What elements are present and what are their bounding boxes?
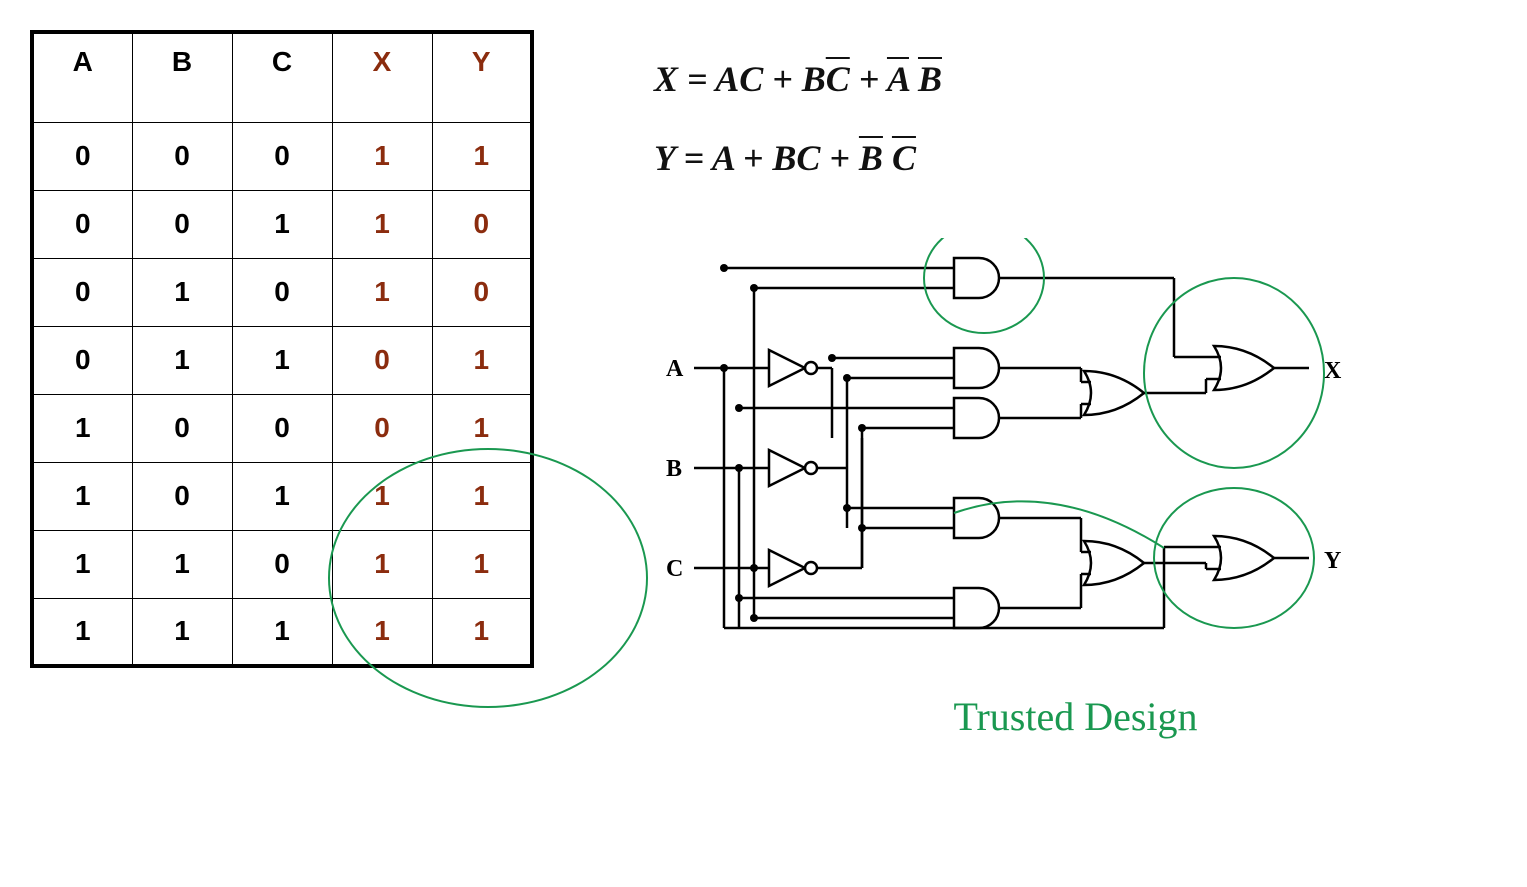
table-cell: 1 <box>332 462 432 530</box>
table-row: 10001 <box>32 394 532 462</box>
table-cell: 1 <box>432 530 532 598</box>
table-cell: 1 <box>132 326 232 394</box>
table-cell: 0 <box>232 258 332 326</box>
col-A: A <box>32 32 132 122</box>
table-cell: 1 <box>332 258 432 326</box>
table-row: 00011 <box>32 122 532 190</box>
table-cell: 1 <box>232 462 332 530</box>
table-cell: 0 <box>132 462 232 530</box>
table-cell: 1 <box>432 598 532 666</box>
circuit-svg: A B C X Y <box>654 238 1354 658</box>
table-cell: 0 <box>132 190 232 258</box>
table-cell: 0 <box>132 394 232 462</box>
svg-text:A: A <box>666 356 684 382</box>
table-cell: 0 <box>232 394 332 462</box>
table-cell: 1 <box>32 394 132 462</box>
table-row: 01101 <box>32 326 532 394</box>
table-cell: 0 <box>32 258 132 326</box>
col-Y: Y <box>432 32 532 122</box>
right-panel: X = AC + BC + A B Y = A + BC + B C A B C X Y… <box>654 30 1497 740</box>
circuit-diagram: A B C X Y <box>654 238 1497 663</box>
table-cell: 1 <box>232 598 332 666</box>
truth-table: A B C X Y 000110011001010011011000110111… <box>30 30 534 668</box>
table-cell: 0 <box>232 530 332 598</box>
table-cell: 1 <box>32 462 132 530</box>
table-cell: 0 <box>32 326 132 394</box>
equations: X = AC + BC + A B Y = A + BC + B C <box>654 40 1497 198</box>
table-cell: 1 <box>432 394 532 462</box>
table-cell: 1 <box>232 326 332 394</box>
table-cell: 1 <box>332 122 432 190</box>
col-B: B <box>132 32 232 122</box>
table-cell: 1 <box>332 530 432 598</box>
table-cell: 0 <box>332 394 432 462</box>
table-cell: 1 <box>432 326 532 394</box>
table-row: 10111 <box>32 462 532 530</box>
table-cell: 0 <box>32 122 132 190</box>
equation-x: X = AC + BC + A B <box>654 40 1497 119</box>
table-cell: 1 <box>132 598 232 666</box>
col-C: C <box>232 32 332 122</box>
svg-text:X: X <box>1324 358 1342 384</box>
table-cell: 0 <box>432 190 532 258</box>
table-cell: 0 <box>132 122 232 190</box>
table-cell: 1 <box>32 598 132 666</box>
equation-y: Y = A + BC + B C <box>654 119 1497 198</box>
table-cell: 1 <box>32 530 132 598</box>
table-cell: 1 <box>432 462 532 530</box>
truth-table-region: A B C X Y 000110011001010011011000110111… <box>30 30 534 740</box>
caption: Trusted Design <box>654 693 1497 740</box>
svg-text:Y: Y <box>1324 548 1341 574</box>
table-cell: 0 <box>432 258 532 326</box>
table-cell: 0 <box>32 190 132 258</box>
table-cell: 1 <box>332 598 432 666</box>
table-cell: 0 <box>232 122 332 190</box>
svg-text:C: C <box>666 556 683 582</box>
table-cell: 1 <box>132 258 232 326</box>
svg-text:B: B <box>666 456 682 482</box>
table-row: 11011 <box>32 530 532 598</box>
table-header-row: A B C X Y <box>32 32 532 122</box>
col-X: X <box>332 32 432 122</box>
table-cell: 1 <box>132 530 232 598</box>
table-cell: 1 <box>432 122 532 190</box>
table-row: 11111 <box>32 598 532 666</box>
table-row: 01010 <box>32 258 532 326</box>
table-cell: 0 <box>332 326 432 394</box>
table-cell: 1 <box>332 190 432 258</box>
table-row: 00110 <box>32 190 532 258</box>
table-cell: 1 <box>232 190 332 258</box>
